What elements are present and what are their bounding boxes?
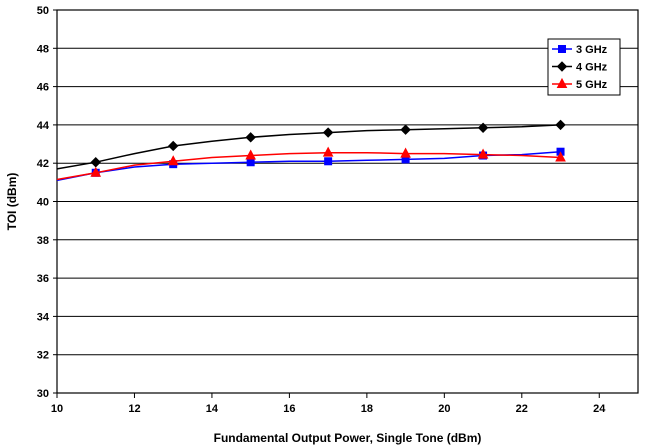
- legend-label: 3 GHz: [576, 44, 608, 56]
- tick-labels: 30 32 34 36 38 40 42 44 46 48 50 10 12 14 16 18 20 22 24: [37, 5, 607, 415]
- series-5-ghz: [56, 146, 566, 181]
- data-point: [90, 157, 101, 168]
- y-tick-label: 32: [37, 350, 49, 362]
- y-axis-title: TOI (dBm): [5, 173, 19, 231]
- x-tick-label: 18: [361, 403, 373, 415]
- data-point: [245, 149, 256, 160]
- y-tick-label: 34: [37, 311, 50, 323]
- y-tick-label: 38: [37, 235, 49, 247]
- legend-label: 4 GHz: [576, 62, 608, 74]
- legend: 3 GHz 4 GHz 5 GHz: [547, 38, 621, 96]
- data-point: [90, 166, 102, 177]
- legend-marker: [556, 77, 568, 88]
- y-tick-label: 42: [37, 158, 49, 170]
- data-point: [246, 158, 255, 167]
- x-tick-label: 12: [128, 403, 140, 415]
- series-line: [56, 124, 561, 170]
- data-point: [322, 146, 334, 157]
- x-tick-label: 20: [438, 403, 450, 415]
- x-tick-label: 10: [51, 403, 63, 415]
- data-point: [400, 124, 411, 135]
- data-point: [324, 157, 333, 166]
- data-point: [245, 132, 256, 143]
- data-point: [555, 119, 566, 131]
- series-line: [56, 151, 561, 181]
- x-axis-title: Fundamental Output Power, Single Tone (d…: [214, 431, 482, 445]
- data-point: [477, 122, 489, 133]
- series-line: [56, 150, 561, 182]
- data-point: [167, 155, 179, 166]
- legend-item: 4 GHz: [552, 61, 608, 74]
- y-tick-label: 44: [37, 120, 50, 132]
- plot-border: [56, 9, 639, 394]
- data-point: [322, 127, 334, 138]
- x-tick-label: 14: [206, 403, 219, 415]
- legend-label: 5 GHz: [576, 79, 608, 91]
- legend-item: 3 GHz: [552, 44, 608, 56]
- y-tick-label: 50: [37, 5, 49, 17]
- y-tick-label: 48: [37, 43, 49, 55]
- series-4-ghz: [56, 119, 566, 170]
- y-tick-label: 46: [37, 82, 49, 94]
- x-tick-label: 22: [516, 403, 528, 415]
- legend-marker: [558, 45, 566, 53]
- plot-frame: [53, 9, 639, 398]
- x-tick-label: 16: [283, 403, 295, 415]
- data-point: [167, 140, 179, 152]
- y-tick-label: 36: [37, 273, 49, 285]
- data-point: [400, 147, 411, 158]
- legend-item: 5 GHz: [552, 77, 608, 91]
- legend-marker: [556, 61, 568, 72]
- data-point: [477, 148, 489, 159]
- data-point: [555, 151, 566, 162]
- series-group: [56, 119, 566, 182]
- x-tick-label: 24: [593, 403, 606, 415]
- y-tick-label: 40: [37, 197, 49, 209]
- y-tick-label: 30: [37, 388, 49, 400]
